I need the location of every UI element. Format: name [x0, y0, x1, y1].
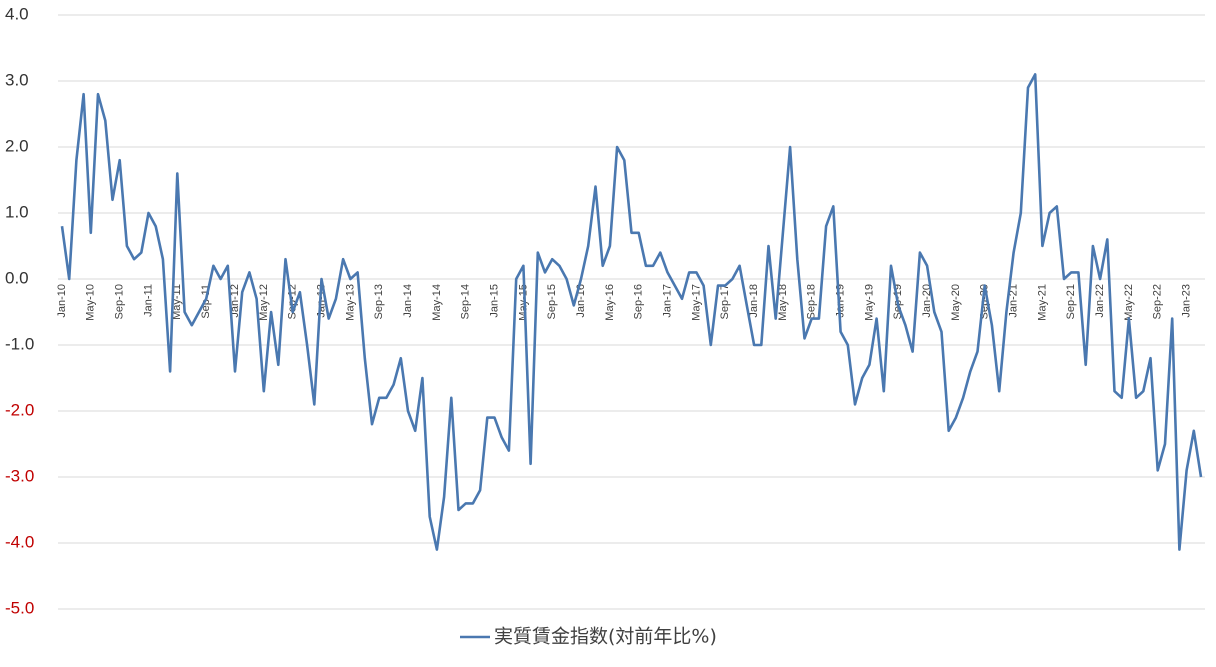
y-tick-label: 3.0 — [5, 70, 29, 89]
x-tick-label: May-12 — [258, 284, 270, 321]
x-tick-label: Jan-22 — [1094, 284, 1106, 318]
y-tick-label: -2.0 — [5, 400, 34, 419]
y-tick-label: 0.0 — [5, 268, 29, 287]
x-tick-label: Jan-16 — [575, 284, 587, 318]
x-tick-label: Jan-14 — [402, 284, 414, 318]
x-tick-label: Sep-21 — [1065, 284, 1077, 319]
x-tick-label: May-19 — [863, 284, 875, 321]
y-tick-label: 2.0 — [5, 136, 29, 155]
x-tick-label: May-17 — [690, 284, 702, 321]
y-tick-label: -3.0 — [5, 466, 34, 485]
y-tick-label: -1.0 — [5, 334, 34, 353]
y-tick-label: -4.0 — [5, 532, 34, 551]
x-tick-label: May-14 — [431, 284, 443, 321]
x-tick-label: Sep-22 — [1152, 284, 1164, 319]
legend-label: 実質賃金指数(対前年比%) — [494, 626, 717, 648]
x-tick-label: Sep-10 — [114, 284, 126, 319]
x-tick-label: Jan-10 — [56, 284, 68, 318]
x-tick-label: Sep-14 — [460, 284, 472, 319]
y-tick-label: -5.0 — [5, 598, 34, 617]
x-tick-label: Sep-18 — [806, 284, 818, 319]
x-tick-label: Jan-17 — [661, 284, 673, 318]
x-tick-label: May-13 — [344, 284, 356, 321]
x-tick-label: Jan-15 — [488, 284, 500, 318]
y-tick-label: 1.0 — [5, 202, 29, 221]
y-tick-label: 4.0 — [5, 4, 29, 23]
x-tick-label: Jan-11 — [142, 284, 154, 317]
x-tick-label: May-10 — [85, 284, 97, 321]
x-tick-label: May-22 — [1123, 284, 1135, 321]
series-line — [60, 73, 1203, 551]
x-tick-label: Sep-15 — [546, 284, 558, 319]
x-tick-label: May-20 — [950, 284, 962, 321]
x-tick-label: Jan-21 — [1007, 284, 1019, 318]
x-tick-label: Sep-17 — [719, 284, 731, 319]
x-tick-label: Jan-23 — [1180, 284, 1192, 318]
x-tick-label: Jan-18 — [748, 284, 760, 318]
x-tick-label: May-18 — [777, 284, 789, 321]
x-tick-label: Sep-13 — [373, 284, 385, 319]
x-tick-label: Sep-16 — [633, 284, 645, 319]
x-tick-label: May-21 — [1036, 284, 1048, 321]
x-tick-label: May-16 — [604, 284, 616, 321]
